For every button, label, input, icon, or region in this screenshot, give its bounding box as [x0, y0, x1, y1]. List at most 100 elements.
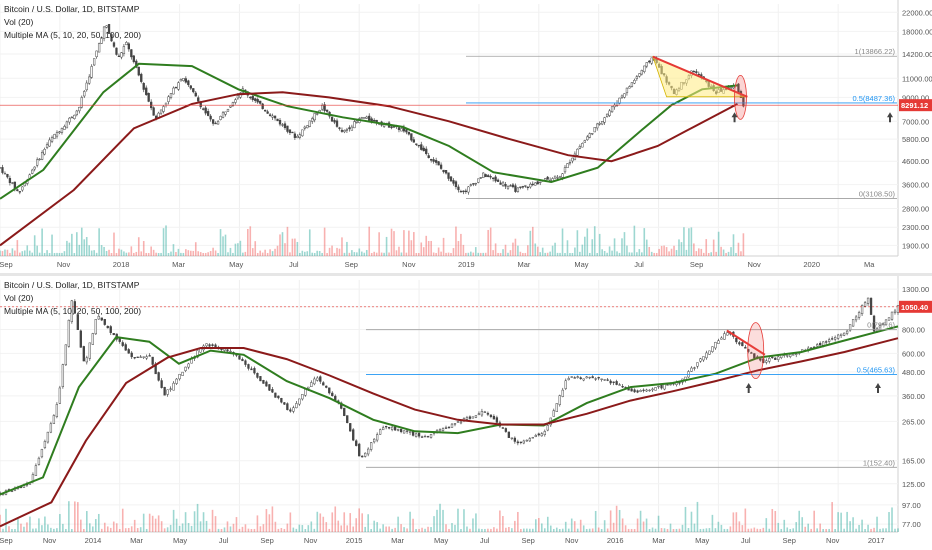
candle-body [322, 382, 325, 386]
candle-body [152, 107, 155, 116]
volume-bar [544, 252, 546, 256]
candle-body [78, 106, 81, 112]
candle-body [568, 162, 572, 164]
volume-bar [552, 528, 555, 532]
candle-body [393, 426, 397, 431]
candle-body [591, 376, 594, 379]
volume-bar [699, 528, 702, 532]
volume-bar [412, 518, 414, 532]
volume-bar [94, 519, 97, 532]
candle-body [753, 353, 756, 359]
candle-body [38, 158, 41, 161]
volume-bar [581, 244, 584, 256]
candle-body [304, 389, 307, 396]
candle-body [120, 52, 123, 58]
candle-body [553, 175, 557, 179]
candle-body [130, 352, 133, 358]
volume-bar [251, 248, 254, 256]
up-arrow-icon [745, 383, 752, 394]
volume-bar [26, 522, 28, 532]
x-tick-label: Mar [391, 536, 404, 545]
candle-body [261, 103, 264, 110]
candle-body [623, 93, 626, 98]
volume-bar [110, 252, 113, 256]
volume-bar [695, 251, 698, 256]
volume-bar [440, 251, 442, 256]
fib-level-label: 0(3108.50) [859, 190, 896, 199]
volume-bar [349, 513, 352, 532]
lower-chart-canvas[interactable]: 1300.00 1050.40 800.00 600.00 480.00 360.00 26… [0, 276, 932, 550]
volume-bar [725, 252, 727, 256]
volume-bar [454, 524, 456, 532]
volume-bar [322, 516, 325, 532]
volume-bar [858, 524, 860, 532]
volume-bar [534, 243, 537, 256]
volume-bar [437, 247, 440, 256]
candle-body [325, 385, 328, 388]
volume-bar [786, 527, 789, 532]
candle-body [566, 163, 569, 169]
candle-body [726, 332, 729, 336]
ma-50-line [0, 325, 899, 496]
volume-bar [340, 525, 343, 532]
y-tick-label: 18000.00 [902, 27, 932, 36]
candle-body [368, 115, 371, 121]
candle-body [298, 134, 301, 138]
volume-bar [232, 252, 234, 256]
candle-body [863, 302, 867, 307]
candle-body [80, 97, 83, 108]
candle-body [63, 126, 66, 130]
volume-bar [151, 515, 154, 532]
candle-body [571, 157, 574, 162]
volume-bar [816, 528, 818, 532]
volume-bar [280, 527, 283, 532]
volume-bar [522, 252, 524, 256]
candle-body [330, 116, 334, 122]
candle-body [717, 340, 720, 344]
candle-body [107, 24, 111, 34]
volume-bar [669, 523, 672, 532]
volume-bar [463, 509, 465, 532]
volume-bar [127, 527, 130, 532]
candle-body [583, 140, 586, 143]
volume-bar [306, 251, 309, 256]
candle-body [830, 338, 834, 340]
volume-bar [490, 528, 492, 532]
candle-body [612, 381, 615, 383]
upper-chart-canvas[interactable]: 22000.00 18000.00 14200.00 11000.00 9000.00 7… [0, 0, 932, 274]
volume-bar [142, 241, 145, 256]
volume-bar [573, 521, 576, 532]
volume-bar [732, 512, 735, 532]
candle-body [316, 113, 319, 115]
volume-bar [106, 526, 109, 532]
volume-bar [103, 522, 106, 532]
candle-body [226, 349, 229, 352]
volume-bar [837, 512, 839, 532]
candle-body [695, 71, 698, 73]
candle-body [552, 410, 555, 417]
volume-bar [680, 242, 683, 256]
upper-chart-panel[interactable]: Bitcoin / U.S. Dollar, 1D, BITSTAMP Vol … [0, 0, 932, 274]
resistance-trendline [652, 55, 748, 98]
candle-body [857, 312, 861, 318]
volume-bar [517, 511, 519, 532]
volume-bar [648, 528, 651, 532]
volume-bar [457, 241, 460, 256]
volume-bar [570, 518, 573, 532]
lower-chart-panel[interactable]: Bitcoin / U.S. Dollar, 1D, BITSTAMP Vol … [0, 276, 932, 550]
volume-bar [867, 524, 869, 532]
candle-body [281, 124, 284, 126]
x-tick-label: 2014 [85, 536, 102, 545]
candle-body [125, 42, 128, 46]
volume-bar [364, 526, 366, 532]
volume-bar [78, 244, 81, 256]
candle-body [175, 378, 178, 384]
volume-bar [256, 515, 259, 532]
candle-body [516, 187, 520, 192]
volume-bar [307, 525, 310, 532]
candle-body [142, 356, 145, 358]
upper-legend: Bitcoin / U.S. Dollar, 1D, BITSTAMP Vol … [4, 3, 141, 42]
candle-body [669, 383, 672, 386]
volume-bar [615, 505, 618, 532]
volume-bar [11, 528, 13, 532]
